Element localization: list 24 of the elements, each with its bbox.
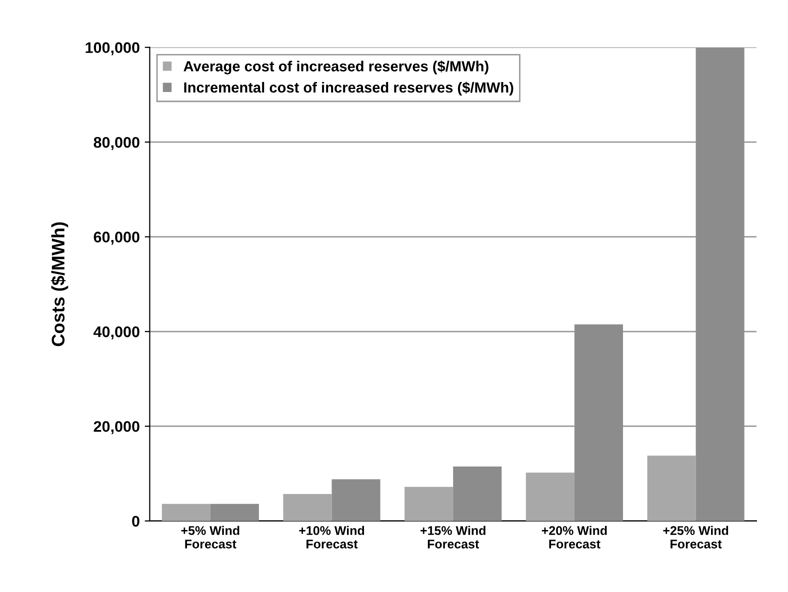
bar (647, 456, 696, 521)
x-tick-label: +15% Wind Forecast (420, 526, 486, 548)
y-tick-label: 100,000 (86, 42, 140, 56)
bar (696, 47, 744, 521)
x-tick-label: +20% Wind Forecast (542, 526, 607, 548)
y-tick-label: 60,000 (94, 232, 140, 245)
bar (453, 466, 502, 521)
y-tick-label: 0 (132, 516, 140, 527)
y-tick-label: 80,000 (94, 136, 140, 150)
bar (526, 472, 574, 521)
bar (404, 486, 454, 521)
bar (283, 494, 332, 521)
bar (574, 324, 623, 521)
y-axis-title: Costs ($/MWh) (50, 222, 68, 346)
bar (210, 504, 259, 521)
x-tick-label: +10% Wind Forecast (299, 526, 364, 548)
legend-label: Average cost of increased reserves ($/MWh) (184, 60, 488, 74)
legend-label: Incremental cost of increased reserves ($/MWh) (184, 82, 514, 96)
bar (162, 504, 210, 521)
y-tick-label: 20,000 (94, 421, 140, 434)
bar (332, 479, 380, 521)
x-tick-label: +25% Wind Forecast (663, 526, 728, 548)
x-tick-label: +5% Wind Forecast (181, 526, 240, 548)
y-tick-label: 40,000 (94, 326, 140, 340)
